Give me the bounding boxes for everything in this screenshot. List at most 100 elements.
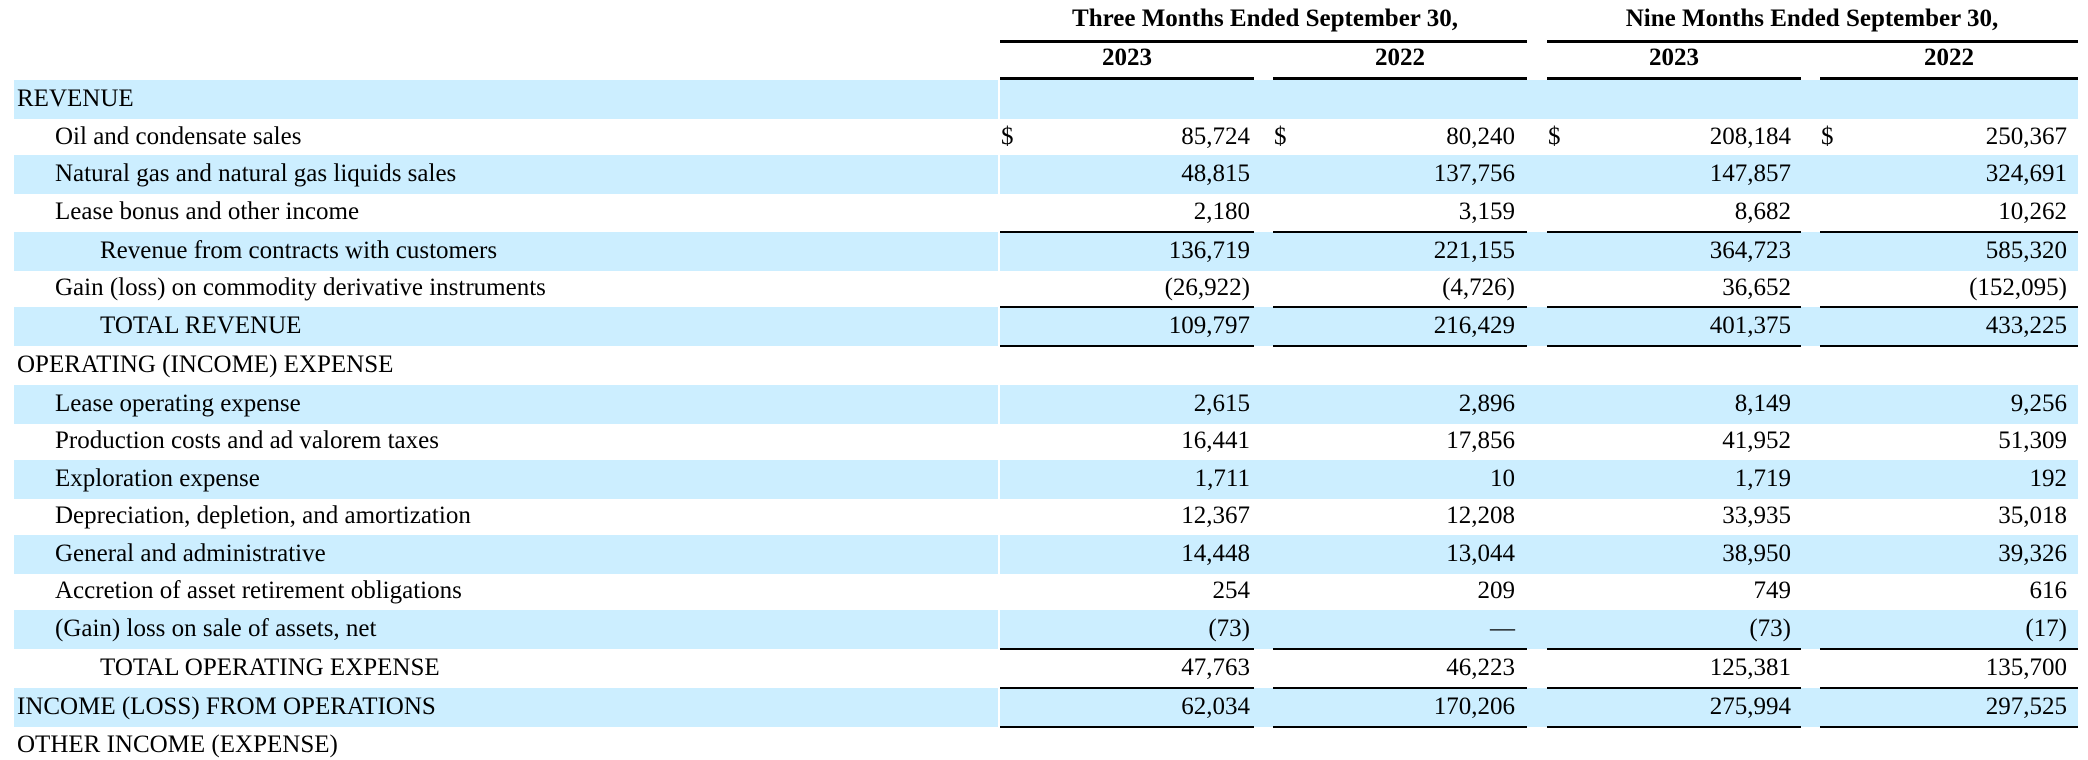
row-value: 1,711: [1194, 465, 1250, 492]
row-value: 36,652: [1722, 274, 1791, 301]
row-value: 136,719: [1168, 237, 1250, 264]
row-value: 12,208: [1446, 502, 1515, 529]
year-2022-nine-months-rule: [1820, 77, 2078, 80]
subtotal-rule: [1820, 231, 2078, 233]
row-value: 51,309: [1998, 427, 2067, 454]
row-label: TOTAL REVENUE: [100, 312, 302, 339]
row-value: 297,525: [1985, 693, 2067, 720]
subtotal-rule: [1000, 648, 1254, 650]
row-value: (73): [1749, 615, 1791, 642]
row-value: 125,381: [1709, 654, 1791, 681]
row-band-right: [1000, 385, 2078, 424]
subtotal-rule: [1273, 648, 1527, 650]
year-2023-three-months: 2023: [1102, 44, 1152, 71]
row-label: Depreciation, depletion, and amortizatio…: [55, 502, 471, 529]
subtotal-rule: [1547, 231, 1801, 233]
header-nine-months: Nine Months Ended September 30,: [1625, 5, 1999, 32]
row-band-left: [14, 80, 998, 119]
row-band-right: [1000, 155, 2078, 194]
subtotal-rule: [1000, 306, 1254, 308]
row-label: Lease operating expense: [55, 390, 301, 417]
row-label: Exploration expense: [55, 465, 260, 492]
row-band-left: [14, 610, 998, 649]
row-value: 221,155: [1433, 237, 1515, 264]
year-2023-three-months-rule: [1000, 77, 1254, 80]
row-value: 324,691: [1985, 160, 2067, 187]
row-value: 39,326: [1998, 540, 2067, 567]
row-value: 135,700: [1985, 654, 2067, 681]
total-rule: [1000, 345, 1254, 347]
subtotal-rule: [1820, 687, 2078, 689]
subtotal-rule: [1547, 687, 1801, 689]
row-value: 14,448: [1181, 540, 1250, 567]
subtotal-rule: [1000, 231, 1254, 233]
row-value: 254: [1212, 577, 1251, 604]
row-label: Lease bonus and other income: [55, 198, 360, 225]
row-value: 16,441: [1181, 427, 1250, 454]
currency-symbol: $: [1548, 123, 1561, 150]
row-label: Oil and condensate sales: [55, 123, 302, 150]
total-rule: [1273, 726, 1527, 728]
row-value: 364,723: [1709, 237, 1791, 264]
row-value: 137,756: [1433, 160, 1515, 187]
total-rule: [1000, 726, 1254, 728]
row-value: (17): [2025, 615, 2067, 642]
row-band-right: [1000, 610, 2078, 649]
row-band-left: [14, 385, 998, 424]
row-value: 8,149: [1734, 390, 1791, 417]
row-value: (4,726): [1442, 274, 1515, 301]
row-value: 46,223: [1446, 654, 1515, 681]
row-label: Gain (loss) on commodity derivative inst…: [55, 274, 546, 301]
row-value: 12,367: [1181, 502, 1250, 529]
year-2023-nine-months: 2023: [1649, 44, 1699, 71]
row-label: REVENUE: [17, 85, 134, 112]
year-2023-nine-months-rule: [1547, 77, 1801, 80]
header-three-months: Three Months Ended September 30,: [1072, 5, 1458, 32]
row-value: 1,719: [1734, 465, 1791, 492]
year-2022-nine-months: 2022: [1924, 44, 1974, 71]
row-value: (152,095): [1969, 274, 2067, 301]
row-value: —: [1490, 615, 1515, 642]
row-value: 48,815: [1181, 160, 1250, 187]
row-value: (73): [1208, 615, 1250, 642]
row-value: 2,615: [1193, 390, 1250, 417]
header-nine-months-rule: [1547, 40, 2078, 43]
row-value: 209: [1477, 577, 1516, 604]
row-value: 433,225: [1985, 312, 2067, 339]
row-value: 208,184: [1709, 123, 1791, 150]
row-value: 250,367: [1985, 123, 2067, 150]
row-value: 8,682: [1734, 198, 1791, 225]
row-band-right: [1000, 535, 2078, 574]
currency-symbol: $: [1821, 123, 1834, 150]
row-value: 41,952: [1722, 427, 1791, 454]
row-label: Production costs and ad valorem taxes: [55, 427, 439, 454]
subtotal-rule: [1820, 306, 2078, 308]
row-value: 62,034: [1181, 693, 1250, 720]
row-band-right: [1000, 460, 2078, 499]
subtotal-rule: [1547, 306, 1801, 308]
row-label: INCOME (LOSS) FROM OPERATIONS: [17, 693, 436, 720]
row-band-left: [14, 688, 998, 727]
row-label: Revenue from contracts with customers: [100, 237, 498, 264]
row-value: 80,240: [1446, 123, 1515, 150]
row-band-right: [1000, 80, 2078, 119]
row-value: 38,950: [1722, 540, 1791, 567]
total-rule: [1820, 345, 2078, 347]
total-rule: [1273, 345, 1527, 347]
row-label: OPERATING (INCOME) EXPENSE: [17, 351, 394, 378]
income-statement-table: Three Months Ended September 30, Nine Mo…: [14, 5, 2078, 758]
row-value: 10: [1490, 465, 1515, 492]
row-band-left: [14, 460, 998, 499]
row-value: 401,375: [1709, 312, 1791, 339]
subtotal-rule: [1273, 687, 1527, 689]
year-2022-three-months-rule: [1273, 77, 1527, 80]
row-value: (26,922): [1164, 274, 1250, 301]
row-band-left: [14, 307, 998, 346]
row-value: 192: [2029, 465, 2068, 492]
row-value: 47,763: [1181, 654, 1250, 681]
row-value: 9,256: [2010, 390, 2067, 417]
currency-symbol: $: [1274, 123, 1287, 150]
row-value: 3,159: [1458, 198, 1515, 225]
currency-symbol: $: [1001, 123, 1014, 150]
row-value: 170,206: [1433, 693, 1515, 720]
